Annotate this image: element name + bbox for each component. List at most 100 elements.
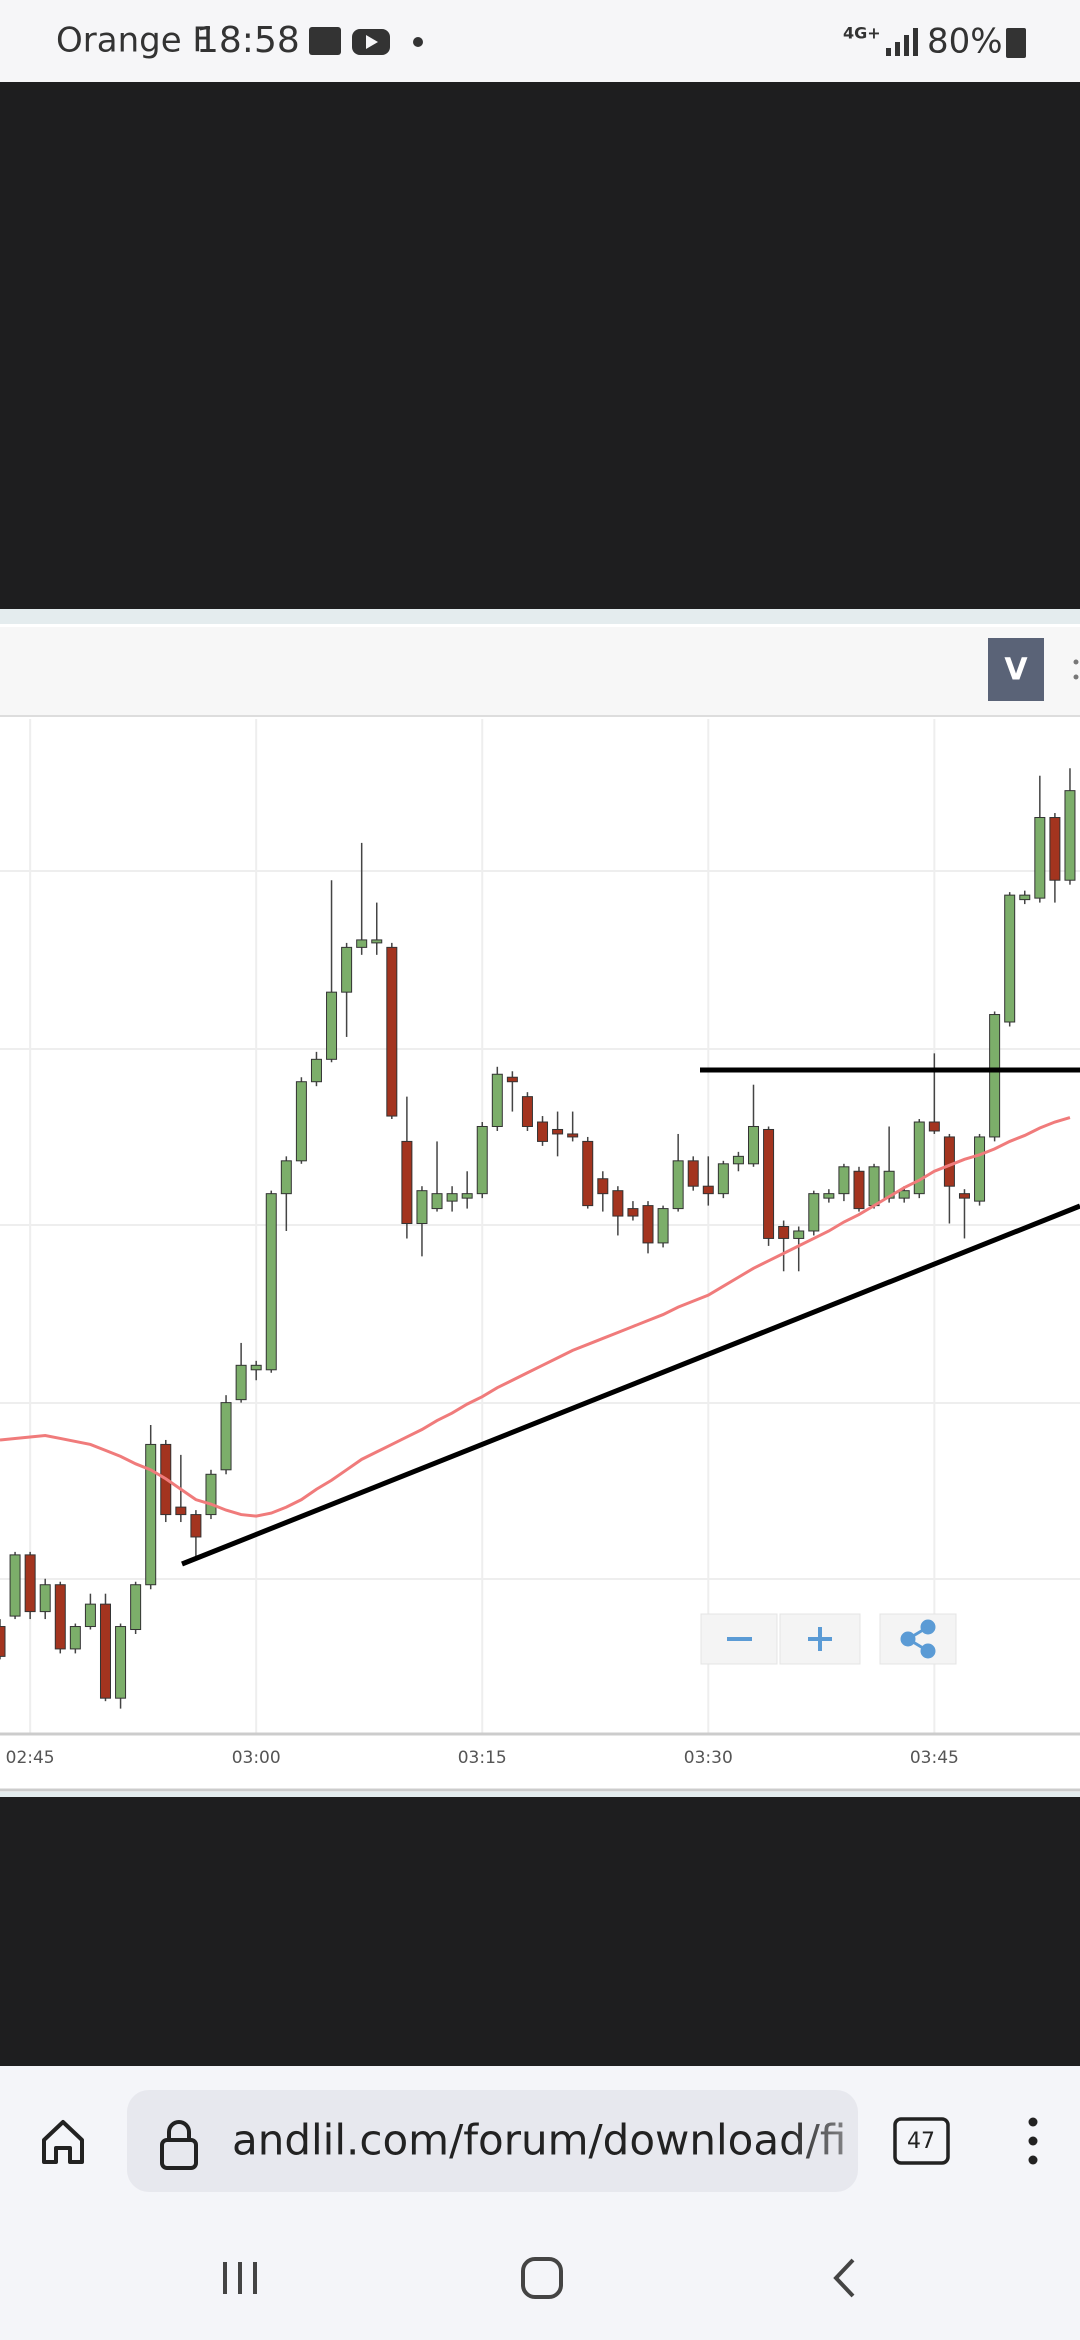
dark-area [0,1797,1080,2066]
tab-count: 47 [907,2129,935,2154]
candle-body [582,1140,594,1207]
share[interactable] [879,1613,957,1665]
strip [0,609,1080,624]
candle-body [763,1128,775,1239]
more-dot [1073,674,1079,680]
candle-body [642,1205,654,1244]
candle-body [943,1136,955,1187]
candle-body [1019,894,1031,901]
candle-body [823,1193,835,1199]
candle-body [657,1208,669,1244]
candle-body [310,1058,322,1083]
url-clip: andlil.com/forum/download/file [232,2116,884,2165]
candle-body [461,1193,473,1199]
candle-body [958,1193,970,1199]
candle-body [371,939,383,944]
candle-body [1049,817,1061,881]
candle-body [537,1121,549,1142]
candle-body [24,1554,36,1613]
carrier: Orange F [56,21,212,61]
candle-body [476,1125,488,1195]
h-grid [0,870,1080,1580]
candle-body [265,1193,277,1371]
candle-body [386,946,398,1117]
candle-body [84,1603,96,1628]
candle-body [235,1364,247,1401]
candle-body [808,1193,820,1232]
url-text: andlil.com/forum/download/file [232,2116,884,2165]
candle-body [702,1185,714,1195]
candle-body [838,1166,850,1195]
recent-button[interactable] [223,2262,257,2294]
url-field[interactable] [127,2090,858,2192]
candle-body [567,1133,579,1138]
dark-area [0,82,1080,609]
candle-body [190,1514,202,1538]
menu-button[interactable] [1028,2117,1038,2165]
candle-body [446,1193,458,1202]
candle-body [39,1584,51,1613]
candle-body [748,1125,759,1165]
candle-body [99,1603,111,1699]
candle-body [0,1626,6,1657]
candle-body [356,939,368,948]
moving-average [0,1116,1071,1518]
lock-shackle [167,2120,191,2140]
candle-body [54,1584,66,1650]
candle-body [416,1190,428,1225]
candle-body [853,1170,865,1210]
x-tick-label: 03:45 [910,1748,959,1768]
candle-body [672,1160,684,1210]
candle-body [913,1121,925,1195]
candle-body [491,1073,503,1127]
x-tick-label: 03:15 [458,1748,507,1768]
candle-body [552,1128,564,1135]
gallery-icon [309,27,341,55]
candle-body [326,991,338,1060]
clock: 18:58 [196,20,300,61]
candle-body [401,1140,413,1225]
candle-body [295,1081,307,1162]
candle-body [521,1096,533,1127]
candle-body [1004,894,1016,1023]
candle-body [1064,790,1076,881]
network: 4G+ [843,24,881,43]
chart-panel [0,624,1080,1792]
candle-body [989,1014,1001,1138]
nav-bar [223,2257,855,2299]
candle-body [868,1166,880,1207]
battery-icon [1006,28,1026,58]
drawings [181,1067,1080,1567]
x-tick-label: 03:30 [684,1748,733,1768]
candle-body [175,1506,187,1516]
candle-body [778,1226,790,1239]
candle-body [506,1076,518,1083]
more-dot [1073,659,1079,665]
toolbar-button[interactable] [988,638,1044,701]
strip [0,1792,1080,1797]
dot [413,37,423,47]
candle-body [69,1626,81,1650]
candle-body [145,1443,157,1586]
x-tick-label: 02:45 [6,1748,55,1768]
candle-body [130,1584,142,1631]
candle-body [115,1626,127,1699]
home-nav[interactable] [521,2257,563,2299]
candle-body [717,1163,729,1195]
battery-level: 80% [927,22,1003,62]
candle-body [732,1155,744,1165]
candle-body [612,1190,624,1217]
candle-body [687,1160,699,1187]
candle-body [1034,817,1046,899]
x-tick-label: 03:00 [232,1748,281,1768]
candle-body [898,1190,910,1199]
candle-body [250,1364,262,1371]
tabs-button[interactable] [893,2117,950,2165]
candle-body [431,1193,443,1210]
home-button[interactable] [42,2120,84,2164]
status-bar [0,0,1080,82]
candle-body [280,1160,292,1195]
back-button[interactable] [833,2258,855,2298]
